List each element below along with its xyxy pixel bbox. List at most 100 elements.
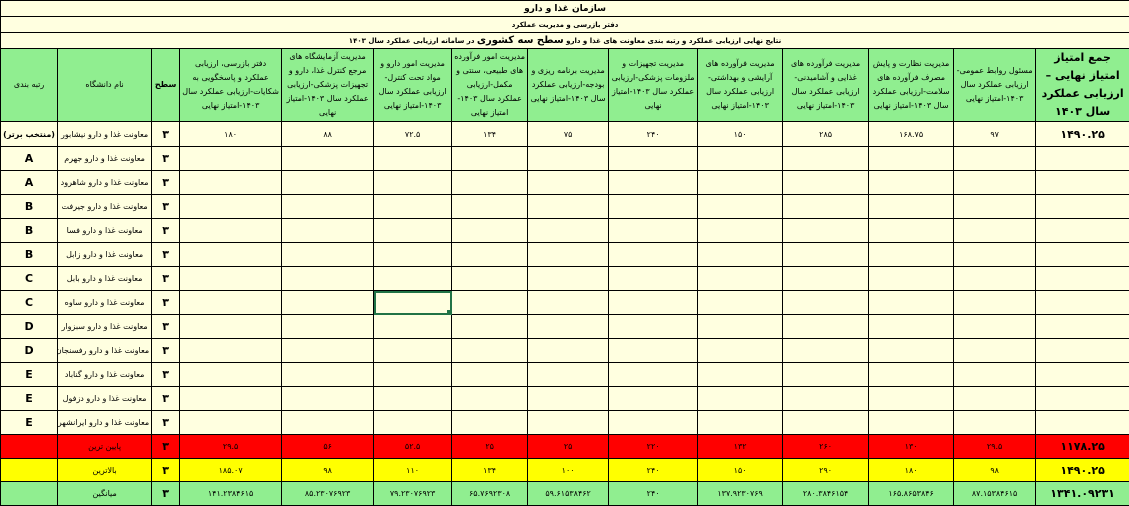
cell-total[interactable]: ۱۴۹۰.۲۵ <box>1036 122 1129 147</box>
cell-rank[interactable]: B <box>1 243 58 267</box>
cell-public-relations[interactable] <box>954 267 1036 291</box>
cell-cosmetics[interactable] <box>698 339 783 363</box>
cell-food-products[interactable] <box>783 315 869 339</box>
cell-medical-equipment[interactable] <box>609 291 698 315</box>
cell-total[interactable] <box>1036 195 1129 219</box>
cell-rank[interactable] <box>1 435 58 459</box>
cell-reference-labs[interactable] <box>282 411 374 435</box>
cell-inspection[interactable]: ۲۹.۵ <box>180 435 282 459</box>
cell-food-products[interactable]: ۲۹۰ <box>783 459 869 482</box>
cell-drugs[interactable] <box>374 387 452 411</box>
header-inspection[interactable]: دفتر بازرسی، ارزیابی عملکرد و پاسخگویی ب… <box>180 49 282 122</box>
cell-cosmetics[interactable] <box>698 147 783 171</box>
cell-rank[interactable]: E <box>1 411 58 435</box>
cell-food-products[interactable]: ۲۶۰ <box>783 435 869 459</box>
cell-planning-budget[interactable] <box>528 267 609 291</box>
header-level[interactable]: سطح <box>152 49 180 122</box>
cell-level[interactable]: ۳ <box>152 291 180 315</box>
cell-planning-budget[interactable] <box>528 339 609 363</box>
cell-reference-labs[interactable] <box>282 315 374 339</box>
cell-medical-equipment[interactable]: ۲۲۰ <box>609 435 698 459</box>
cell-natural-products[interactable]: ۱۳۴ <box>452 459 528 482</box>
cell-drugs[interactable] <box>374 411 452 435</box>
cell-inspection[interactable]: ۱۴۱.۲۳۸۴۶۱۵ <box>180 482 282 506</box>
cell-natural-products[interactable] <box>452 171 528 195</box>
cell-level[interactable]: ۳ <box>152 315 180 339</box>
cell-health-products-monitoring[interactable] <box>869 243 954 267</box>
header-university-name[interactable]: نام دانشگاه <box>58 49 152 122</box>
cell-inspection[interactable] <box>180 267 282 291</box>
header-total[interactable]: جمع امتیاز امتیاز نهایی – ارزیابی عملکرد… <box>1036 49 1129 122</box>
cell-inspection[interactable] <box>180 363 282 387</box>
cell-drugs[interactable] <box>374 291 452 315</box>
cell-total[interactable] <box>1036 267 1129 291</box>
cell-planning-budget[interactable] <box>528 147 609 171</box>
cell-planning-budget[interactable] <box>528 195 609 219</box>
cell-level[interactable]: ۳ <box>152 243 180 267</box>
cell-natural-products[interactable] <box>452 387 528 411</box>
cell-level[interactable]: ۳ <box>152 435 180 459</box>
cell-rank[interactable]: E <box>1 387 58 411</box>
cell-university-name[interactable]: معاونت غذا و دارو ایرانشهر <box>58 411 152 435</box>
cell-planning-budget[interactable] <box>528 411 609 435</box>
cell-reference-labs[interactable] <box>282 195 374 219</box>
cell-food-products[interactable] <box>783 339 869 363</box>
cell-natural-products[interactable] <box>452 267 528 291</box>
cell-natural-products[interactable] <box>452 291 528 315</box>
cell-inspection[interactable] <box>180 411 282 435</box>
cell-rank[interactable] <box>1 459 58 482</box>
cell-planning-budget[interactable] <box>528 387 609 411</box>
cell-cosmetics[interactable] <box>698 195 783 219</box>
cell-food-products[interactable] <box>783 267 869 291</box>
cell-food-products[interactable] <box>783 171 869 195</box>
cell-public-relations[interactable]: ۲۹.۵ <box>954 435 1036 459</box>
cell-medical-equipment[interactable] <box>609 219 698 243</box>
cell-planning-budget[interactable] <box>528 243 609 267</box>
cell-university-name[interactable]: معاونت غذا و دارو جهرم <box>58 147 152 171</box>
cell-cosmetics[interactable] <box>698 387 783 411</box>
org-title[interactable]: سازمان غذا و دارو <box>1 1 1129 17</box>
cell-natural-products[interactable] <box>452 195 528 219</box>
cell-drugs[interactable] <box>374 171 452 195</box>
header-natural-products[interactable]: مدیریت امور فرآورده های طبیعی، سنتی و مک… <box>452 49 528 122</box>
cell-inspection[interactable] <box>180 171 282 195</box>
cell-planning-budget[interactable]: ۲۵ <box>528 435 609 459</box>
cell-university-name[interactable]: معاونت غذا و دارو گناباد <box>58 363 152 387</box>
cell-natural-products[interactable] <box>452 411 528 435</box>
cell-inspection[interactable] <box>180 339 282 363</box>
cell-health-products-monitoring[interactable] <box>869 147 954 171</box>
cell-drugs[interactable] <box>374 195 452 219</box>
cell-total[interactable] <box>1036 339 1129 363</box>
cell-level[interactable]: ۳ <box>152 459 180 482</box>
cell-food-products[interactable] <box>783 219 869 243</box>
cell-inspection[interactable]: ۱۸۰ <box>180 122 282 147</box>
office-title[interactable]: دفتر بازرسی و مدیریت عملکرد <box>1 17 1129 33</box>
cell-health-products-monitoring[interactable]: ۱۶۵.۸۶۵۳۸۴۶ <box>869 482 954 506</box>
cell-total[interactable] <box>1036 363 1129 387</box>
cell-medical-equipment[interactable] <box>609 147 698 171</box>
cell-health-products-monitoring[interactable] <box>869 387 954 411</box>
cell-health-products-monitoring[interactable] <box>869 267 954 291</box>
cell-reference-labs[interactable]: ۸۸ <box>282 122 374 147</box>
cell-health-products-monitoring[interactable]: ۱۸۰ <box>869 459 954 482</box>
cell-reference-labs[interactable] <box>282 219 374 243</box>
cell-university-name[interactable]: معاونت غذا و دارو بابل <box>58 267 152 291</box>
header-public-relations[interactable]: مسئول روابط عمومی-ارزیابی عملکرد سال ۱۴۰… <box>954 49 1036 122</box>
cell-inspection[interactable] <box>180 195 282 219</box>
cell-rank[interactable]: C <box>1 291 58 315</box>
cell-cosmetics[interactable] <box>698 243 783 267</box>
cell-health-products-monitoring[interactable] <box>869 219 954 243</box>
cell-level[interactable]: ۳ <box>152 171 180 195</box>
cell-planning-budget[interactable] <box>528 219 609 243</box>
cell-medical-equipment[interactable] <box>609 195 698 219</box>
cell-planning-budget[interactable]: ۷۵ <box>528 122 609 147</box>
cell-medical-equipment[interactable] <box>609 243 698 267</box>
cell-level[interactable]: ۳ <box>152 482 180 506</box>
cell-total[interactable]: ۱۳۴۱.۰۹۲۳۱ <box>1036 482 1129 506</box>
report-title[interactable]: نتایج نهایی ارزیابی عملکرد و رتبه بندی م… <box>1 33 1129 49</box>
cell-public-relations[interactable] <box>954 339 1036 363</box>
cell-natural-products[interactable] <box>452 339 528 363</box>
cell-public-relations[interactable] <box>954 219 1036 243</box>
cell-reference-labs[interactable] <box>282 171 374 195</box>
cell-medical-equipment[interactable] <box>609 339 698 363</box>
